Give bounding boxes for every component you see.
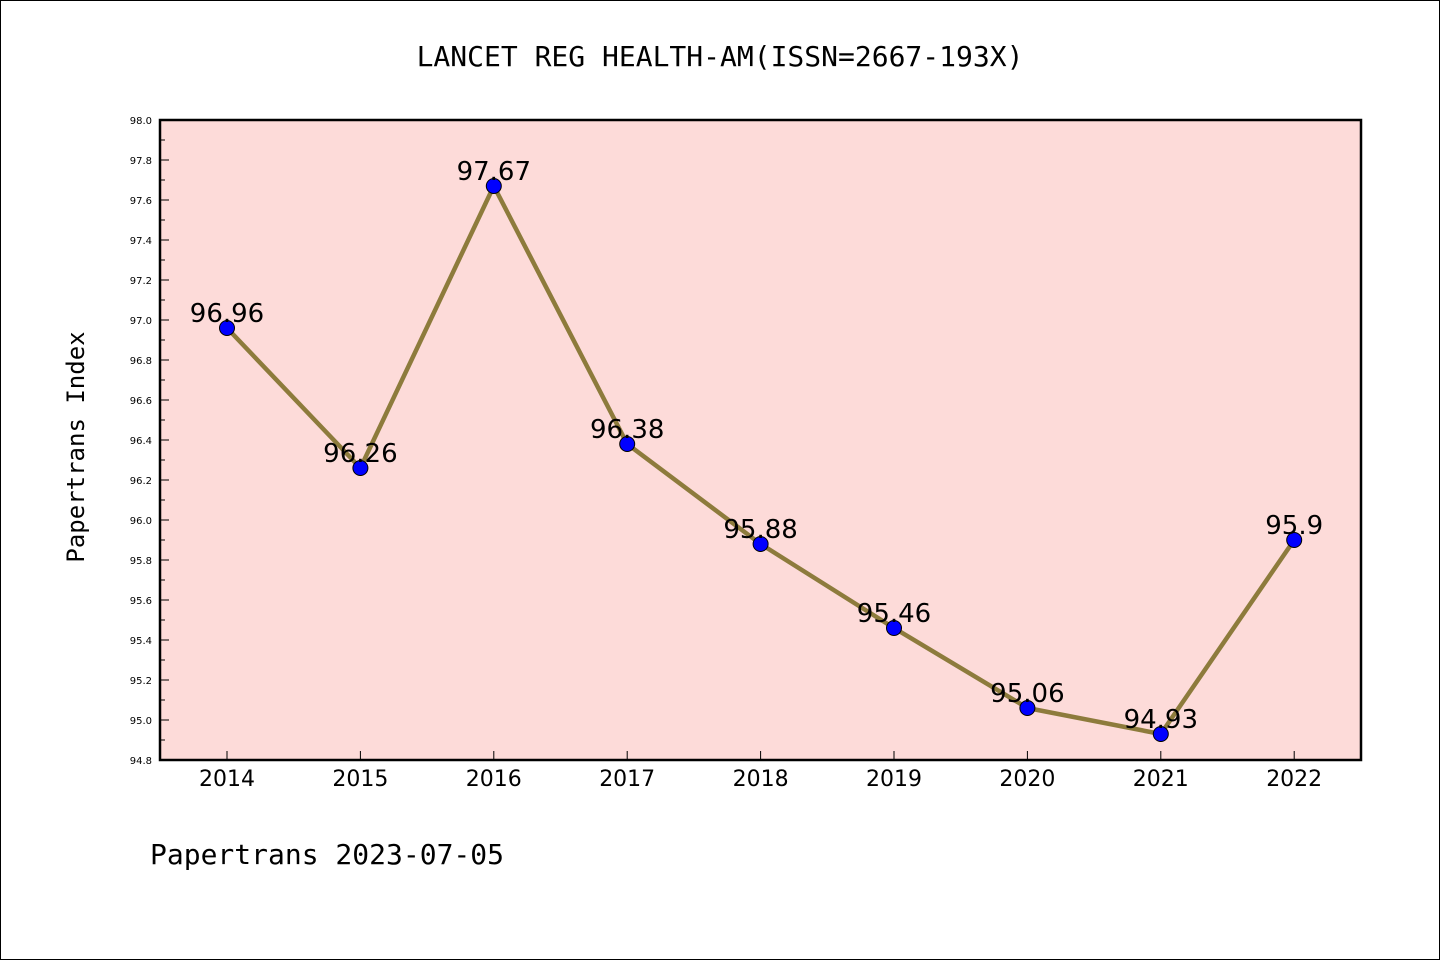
y-tick-label: 95.2 bbox=[130, 676, 152, 687]
data-point bbox=[1286, 532, 1303, 548]
data-point bbox=[1152, 726, 1169, 742]
y-tick-label: 97.0 bbox=[130, 316, 152, 327]
x-tick-label: 2022 bbox=[1266, 767, 1322, 792]
data-point bbox=[752, 536, 769, 552]
x-tick-label: 2014 bbox=[199, 767, 255, 792]
x-tick-label: 2019 bbox=[866, 767, 922, 792]
data-point bbox=[485, 178, 502, 194]
data-point bbox=[886, 620, 902, 636]
data-labels: 96.96 96.26 97.67 96.38 95.88 95.46 95.06 94.93… bbox=[190, 157, 1323, 735]
x-tick-label: 2015 bbox=[332, 767, 388, 792]
y-tick-label: 96.0 bbox=[130, 516, 152, 527]
y-tick-label: 98.0 bbox=[130, 116, 152, 127]
plot-area bbox=[158, 118, 1363, 762]
data-label: 95.9 bbox=[1265, 511, 1323, 541]
y-tick-label: 94.8 bbox=[130, 756, 152, 767]
x-tick-label: 2016 bbox=[466, 767, 522, 792]
y-tick-label: 96.4 bbox=[130, 436, 152, 447]
y-tick-label: 97.4 bbox=[130, 236, 152, 247]
x-tick-label: 2018 bbox=[733, 767, 789, 792]
y-tick-label: 95.4 bbox=[130, 636, 152, 647]
data-label: 96.38 bbox=[590, 415, 664, 445]
footer-credit: Papertrans 2023-07-05 bbox=[150, 838, 504, 871]
data-point bbox=[352, 460, 369, 476]
data-point bbox=[219, 320, 235, 336]
data-points bbox=[219, 178, 1303, 742]
y-tick-label: 97.6 bbox=[130, 196, 152, 207]
data-point bbox=[619, 436, 636, 452]
x-tick-label: 2021 bbox=[1133, 767, 1189, 792]
x-axis: 2014 2015 2016 2017 2018 2019 2020 2021 2022 bbox=[199, 751, 1322, 792]
y-axis-label: Papertrans Index bbox=[62, 331, 90, 562]
data-label: 94.93 bbox=[1124, 705, 1198, 735]
y-tick-label: 97.8 bbox=[130, 156, 152, 167]
y-tick-label: 95.6 bbox=[130, 596, 152, 607]
y-tick-label: 96.2 bbox=[130, 476, 152, 487]
y-tick-label: 96.8 bbox=[130, 356, 152, 367]
y-tick-label: 97.2 bbox=[130, 276, 152, 287]
data-label: 96.96 bbox=[190, 299, 264, 329]
data-label: 95.06 bbox=[990, 679, 1064, 709]
y-axis: 94.8 95.0 95.2 95.4 95.6 95.8 96.0 96.2 96.4 96.6… bbox=[130, 116, 169, 767]
data-label: 95.46 bbox=[857, 599, 931, 629]
y-tick-label: 95.8 bbox=[130, 556, 152, 567]
x-tick-label: 2017 bbox=[599, 767, 655, 792]
data-label: 96.26 bbox=[323, 439, 397, 469]
y-tick-label: 96.6 bbox=[130, 396, 152, 407]
data-label: 97.67 bbox=[457, 157, 531, 187]
data-point bbox=[1019, 700, 1036, 716]
x-tick-label: 2020 bbox=[999, 767, 1055, 792]
data-label: 95.88 bbox=[723, 515, 797, 545]
chart-title: LANCET REG HEALTH-AM(ISSN=2667-193X) bbox=[417, 40, 1024, 73]
y-tick-label: 95.0 bbox=[130, 716, 152, 727]
